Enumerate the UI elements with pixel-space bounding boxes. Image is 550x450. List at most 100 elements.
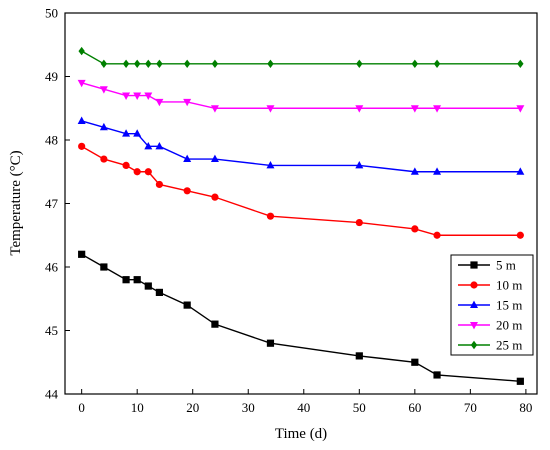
data-point [410, 167, 419, 175]
data-point [122, 161, 130, 169]
y-tick-label: 44 [45, 387, 59, 402]
legend-label: 15 m [496, 298, 522, 313]
data-point [78, 142, 86, 150]
legend: 5 m 10 m 15 m 20 m 25 m [450, 254, 534, 356]
series-group [77, 46, 525, 385]
series-15m [77, 116, 525, 175]
data-point [211, 320, 219, 328]
y-tick-label: 47 [45, 196, 59, 211]
legend-label: 25 m [496, 338, 522, 353]
data-point [266, 161, 275, 169]
legend-marker [470, 281, 478, 289]
y-tick-label: 50 [45, 6, 58, 21]
data-point [122, 129, 131, 137]
data-point [516, 231, 524, 239]
x-tick-label: 60 [408, 400, 421, 415]
legend-label: 5 m [496, 258, 516, 273]
x-tick-label: 70 [464, 400, 477, 415]
data-point [210, 105, 219, 113]
legend-item: 10 m [458, 278, 522, 293]
data-point [183, 187, 191, 195]
data-point [355, 352, 363, 360]
data-point [133, 92, 142, 100]
data-point [183, 59, 191, 68]
data-point [183, 301, 191, 309]
data-point [78, 46, 85, 56]
legend-label: 20 m [496, 318, 522, 333]
data-point [155, 141, 164, 150]
series-10m [78, 142, 524, 239]
legend-marker [470, 300, 478, 308]
data-point [122, 59, 130, 68]
data-point [266, 212, 275, 220]
x-tick-label: 10 [131, 400, 144, 415]
data-point [433, 231, 441, 239]
x-axis-label: Time (d) [275, 426, 327, 442]
data-point [133, 129, 142, 137]
series-20m [77, 79, 525, 113]
legend-item: 25 m [458, 338, 522, 353]
data-point [355, 218, 363, 227]
y-tick-label: 46 [45, 260, 59, 275]
data-point [144, 282, 152, 290]
data-point [100, 59, 108, 68]
legend-item: 5 m [458, 258, 516, 273]
data-point [144, 92, 153, 100]
data-point [433, 59, 441, 68]
data-point [100, 155, 108, 163]
legend-label: 10 m [496, 278, 522, 293]
x-tick-label: 30 [242, 400, 255, 415]
data-point [266, 105, 275, 113]
x-tick-label: 0 [78, 400, 85, 415]
data-point [100, 263, 108, 271]
data-point [411, 59, 419, 68]
data-point [155, 180, 163, 189]
data-point [433, 167, 442, 175]
data-point [156, 59, 163, 68]
x-tick-label: 40 [297, 400, 310, 415]
y-tick-label: 48 [45, 133, 58, 148]
data-point [155, 288, 163, 296]
series-5m [78, 250, 524, 385]
legend-marker [470, 261, 478, 269]
y-axis-label: Temperature (°C) [8, 150, 24, 255]
data-point [266, 339, 275, 347]
legend-item: 20 m [458, 318, 522, 333]
data-point [517, 59, 524, 68]
data-point [210, 154, 219, 163]
data-point [183, 154, 192, 163]
data-point [411, 225, 419, 233]
data-point [78, 250, 86, 258]
data-point [122, 92, 131, 100]
data-point [133, 59, 141, 68]
data-point [144, 141, 153, 150]
data-point [122, 276, 130, 284]
data-point [356, 59, 363, 68]
data-point [516, 377, 524, 385]
data-point [410, 105, 419, 113]
data-point [433, 371, 441, 379]
legend-marker [470, 322, 478, 330]
series-line [81, 145, 521, 236]
data-point [411, 358, 419, 366]
data-point [211, 59, 219, 68]
legend-marker [470, 340, 478, 350]
data-point [99, 86, 108, 94]
data-point [77, 116, 86, 124]
data-point [433, 105, 442, 113]
data-point [145, 59, 152, 68]
data-point [355, 161, 364, 169]
data-point [155, 98, 164, 107]
data-point [183, 98, 192, 107]
data-point [516, 105, 525, 113]
data-point [77, 79, 86, 88]
data-point [144, 168, 152, 176]
legend-item: 15 m [458, 298, 522, 313]
data-point [133, 168, 141, 176]
axis-ticks: 0 10 20 30 40 50 60 70 80 44 45 46 47 48 49 50 [45, 6, 532, 416]
y-tick-label: 45 [45, 323, 58, 338]
x-tick-label: 50 [353, 400, 366, 415]
data-point [211, 193, 219, 201]
